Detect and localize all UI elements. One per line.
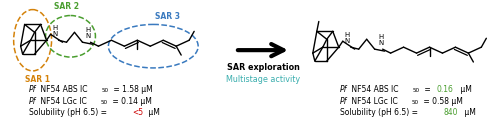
Text: = 0.58 μM: = 0.58 μM — [421, 97, 463, 106]
Text: 50: 50 — [100, 100, 108, 105]
Text: <5: <5 — [132, 108, 143, 118]
Text: Pf: Pf — [28, 85, 36, 94]
Text: SAR exploration: SAR exploration — [226, 64, 300, 72]
Text: H: H — [378, 34, 384, 40]
Text: 50: 50 — [102, 88, 109, 93]
Text: Pf: Pf — [340, 85, 347, 94]
Text: NF54 ABS IC: NF54 ABS IC — [349, 85, 399, 94]
Text: μM: μM — [146, 108, 160, 118]
Text: NF54 ABS IC: NF54 ABS IC — [38, 85, 88, 94]
Text: N: N — [378, 40, 384, 46]
Text: 50: 50 — [412, 100, 419, 105]
Text: = 0.14 μM: = 0.14 μM — [110, 97, 152, 106]
Text: N: N — [344, 38, 350, 44]
Text: = 1.58 μM: = 1.58 μM — [111, 85, 152, 94]
Text: Solubility (pH 6.5) =: Solubility (pH 6.5) = — [340, 108, 420, 118]
Text: SAR 2: SAR 2 — [54, 2, 79, 11]
Text: H: H — [344, 32, 350, 38]
Text: Solubility (pH 6.5) =: Solubility (pH 6.5) = — [28, 108, 109, 118]
Text: NF54 LGc IC: NF54 LGc IC — [38, 97, 86, 106]
Text: 0.16: 0.16 — [436, 85, 453, 94]
Text: μM: μM — [462, 108, 475, 118]
Text: N: N — [52, 31, 57, 37]
Text: μM: μM — [458, 85, 472, 94]
Text: SAR 1: SAR 1 — [25, 75, 50, 84]
Text: 840: 840 — [443, 108, 458, 118]
Text: N: N — [86, 33, 91, 39]
Text: H: H — [86, 27, 91, 33]
Text: Pf: Pf — [28, 97, 36, 106]
Text: H: H — [52, 25, 57, 31]
Text: NF54 LGc IC: NF54 LGc IC — [349, 97, 398, 106]
Text: =: = — [422, 85, 433, 94]
Text: Multistage activity: Multistage activity — [226, 75, 300, 84]
Text: SAR 3: SAR 3 — [154, 12, 180, 21]
Text: Pf: Pf — [340, 97, 347, 106]
Text: 50: 50 — [413, 88, 420, 93]
